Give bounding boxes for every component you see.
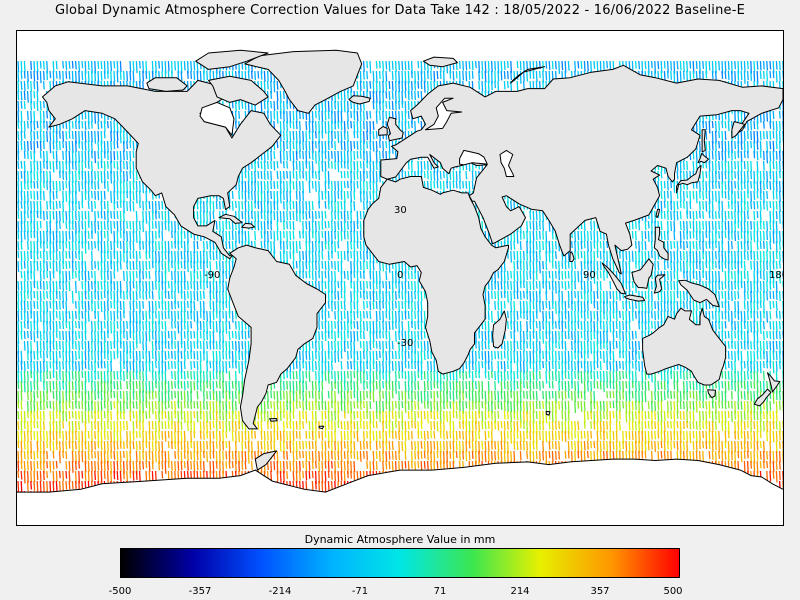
land-hispaniola [241, 222, 255, 229]
antarctica-coastline [17, 458, 783, 493]
land-iceland [348, 95, 371, 105]
land-kerguelen [545, 410, 551, 416]
land-eurasia [380, 64, 783, 275]
lat-label-30: 30 [394, 205, 407, 216]
land-java [624, 294, 646, 302]
land-tasmania [707, 389, 716, 399]
land-borneo [631, 258, 654, 289]
land-south-georgia [318, 425, 325, 430]
baltic-sea [425, 97, 463, 131]
colorbar-tick: -357 [188, 586, 212, 597]
land-africa [363, 176, 509, 375]
colorbar-tick: -71 [351, 586, 369, 597]
colorbar-tick: 71 [433, 586, 447, 597]
antarctica-no-data [17, 459, 783, 525]
land-novaya-zemlya [510, 66, 546, 84]
land-sulawesi [653, 274, 666, 294]
colorbar-tick: 214 [510, 586, 530, 597]
land-victoria-island [146, 77, 188, 92]
land-new-guinea [678, 279, 720, 308]
colorbar-tick: 500 [663, 586, 683, 597]
land-south-america [227, 244, 326, 430]
land-sumatra [601, 262, 626, 295]
landmasses [42, 49, 783, 471]
land-new-zealand-s [753, 388, 772, 407]
colorbar-tick: -500 [108, 586, 132, 597]
land-antarctic-peninsula [254, 450, 278, 471]
land-sri-lanka [569, 251, 575, 262]
hudson-bay [199, 101, 235, 136]
world-map: -90 0 90 180 30 -30 [16, 30, 784, 526]
land-japan [676, 165, 702, 194]
land-falklands [269, 418, 278, 422]
land-britain [386, 116, 404, 142]
black-sea [459, 149, 488, 166]
colorbar-tick: 357 [590, 586, 610, 597]
land-greenland [244, 49, 363, 114]
antarctica [17, 458, 783, 525]
grid-labels: -90 0 90 180 30 -30 [204, 205, 783, 349]
land-australia [642, 307, 727, 386]
land-svalbard [422, 56, 458, 68]
colorbar-title: Dynamic Atmosphere Value in mm [304, 533, 496, 546]
land-taiwan [655, 208, 661, 219]
land-hokkaido [697, 152, 709, 164]
map-title: Global Dynamic Atmosphere Correction Val… [54, 3, 746, 18]
land-philippines [653, 226, 669, 261]
colorbar [120, 548, 680, 578]
colorbar-tick: -214 [268, 586, 292, 597]
land-ellesmere [195, 49, 269, 70]
land-baffin [208, 75, 269, 106]
land-cuba [218, 213, 243, 224]
land-sakhalin [701, 129, 706, 153]
lon-label-180: 180 [769, 270, 783, 281]
land-new-zealand-n [767, 372, 781, 393]
land-madagascar [492, 310, 507, 349]
lat-label-minus-30: -30 [397, 338, 413, 349]
lon-label-minus-90: -90 [204, 270, 220, 281]
land-ireland [378, 126, 388, 136]
caspian-sea [499, 149, 515, 177]
lon-label-0: 0 [397, 270, 403, 281]
land-kamchatka-tip [731, 121, 746, 139]
lon-label-90: 90 [583, 270, 596, 281]
